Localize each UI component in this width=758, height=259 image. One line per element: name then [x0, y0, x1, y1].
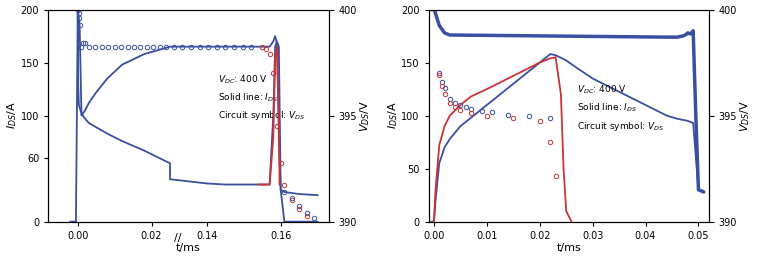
Y-axis label: $I_{DS}$/A: $I_{DS}$/A: [5, 102, 20, 130]
X-axis label: t/ms: t/ms: [176, 243, 201, 254]
X-axis label: t/ms: t/ms: [556, 243, 581, 254]
Y-axis label: $V_{DS}$/V: $V_{DS}$/V: [738, 99, 753, 132]
Y-axis label: $V_{DS}$/V: $V_{DS}$/V: [359, 99, 372, 132]
Y-axis label: $I_{DS}$/A: $I_{DS}$/A: [386, 102, 399, 130]
Text: $V_{DC}$: 400 V
Solid line: $I_{DS}$
Circuit symbol: $V_{DS}$: $V_{DC}$: 400 V Solid line: $I_{DS}$ Cir…: [577, 84, 664, 133]
Text: $V_{DC}$: 400 V
Solid line: $I_{DS}$
Circuit symbol: $V_{DS}$: $V_{DC}$: 400 V Solid line: $I_{DS}$ Cir…: [218, 73, 305, 122]
Text: //: //: [174, 233, 181, 243]
